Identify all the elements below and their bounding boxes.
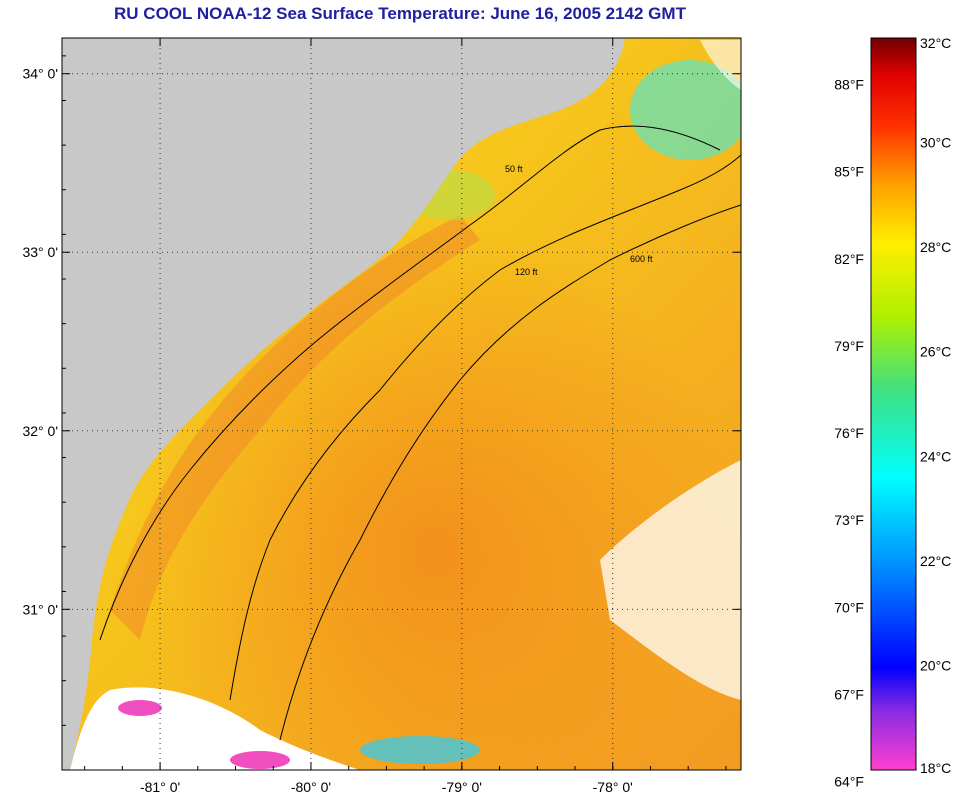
contour-600ft [279,204,741,741]
colorbar-c-label: 24°C [920,448,951,464]
contour-label-50ft: 50 ft [505,164,523,174]
contour-120ft [229,154,741,701]
map-ticks [62,38,741,771]
colorbar-f-label: 79°F [834,338,864,354]
colorbar-f-label: 73°F [834,512,864,528]
map-tick-labels: 34° 0' 33° 0' 32° 0' 31° 0' -81° 0' -80° 0' -7… [22,66,632,795]
colorbar-c-label: 22°C [920,553,951,569]
colorbar-f-label: 88°F [834,76,864,92]
contour-label-600ft: 600 ft [630,254,653,264]
colorbar-c-label: 20°C [920,657,951,673]
lon-tick-label: -78° 0' [593,779,633,795]
colorbar-f-label: 70°F [834,599,864,615]
map-title: RU COOL NOAA-12 Sea Surface Temperature:… [114,4,686,23]
colorbar-c-label: 26°C [920,344,951,360]
map-frame [61,37,742,771]
colorbar-c-label: 30°C [920,135,951,151]
lon-tick-label: -79° 0' [442,779,482,795]
colorbar-fahrenheit-labels: 88°F 85°F 82°F 79°F 76°F 73°F 70°F 67°F 64°F [834,76,864,789]
colorbar-c-label: 18°C [920,760,951,776]
contour-50ft [99,125,721,641]
lat-tick-label: 31° 0' [22,601,58,617]
colorbar-gradient [870,37,917,771]
lat-tick-label: 34° 0' [22,66,58,82]
colorbar-f-label: 82°F [834,251,864,267]
lon-tick-label: -80° 0' [291,779,331,795]
colorbar-c-label: 28°C [920,239,951,255]
colorbar-f-label: 76°F [834,425,864,441]
lat-tick-label: 33° 0' [22,244,58,260]
colorbar-c-label: 32°C [920,35,951,51]
lon-tick-label: -81° 0' [140,779,180,795]
map-grid [62,38,741,770]
land-mass [62,38,625,770]
colorbar-f-label: 67°F [834,686,864,702]
colorbar-f-label: 64°F [834,774,864,790]
contour-label-120ft: 120 ft [515,267,538,277]
colorbar-celsius-labels: 32°C 30°C 28°C 26°C 24°C 22°C 20°C 18°C [920,35,951,776]
lat-tick-label: 32° 0' [22,423,58,439]
colorbar-f-label: 85°F [834,164,864,180]
